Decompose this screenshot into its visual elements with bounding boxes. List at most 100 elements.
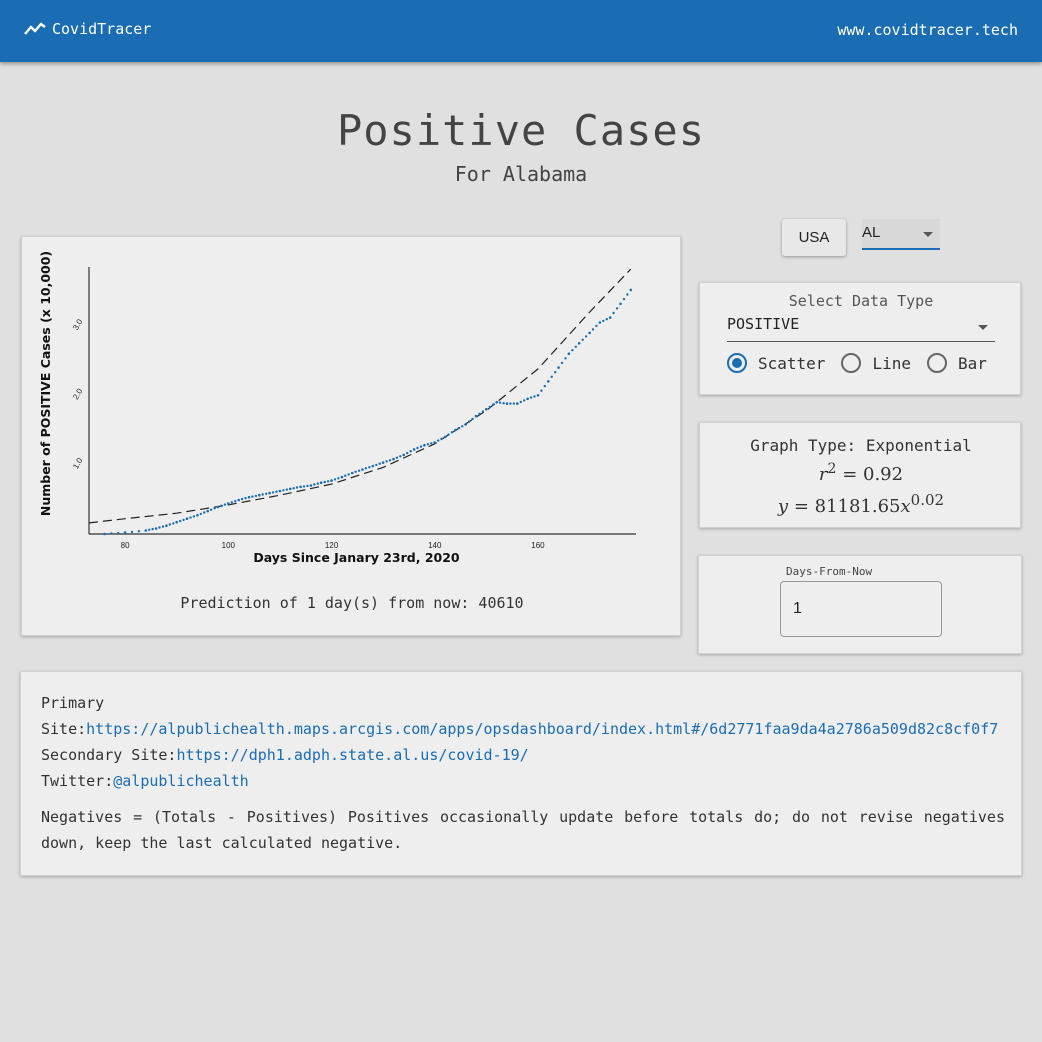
scatter-point — [220, 504, 223, 507]
negatives-note: Negatives = (Totals - Positives) Positiv… — [41, 808, 1005, 852]
scatter-point — [430, 442, 433, 445]
scatter-point — [381, 461, 385, 464]
scatter-point — [199, 512, 202, 516]
scatter-point — [529, 396, 533, 399]
scatter-point — [567, 352, 571, 355]
primary-site-link[interactable]: https://alpublichealth.maps.arcgis.com/a… — [86, 720, 999, 738]
state-select[interactable]: AL — [862, 219, 940, 250]
scatter-point — [209, 508, 213, 511]
scatter-point — [354, 470, 357, 473]
scatter-point — [492, 403, 495, 406]
scatter-point — [319, 481, 323, 484]
x-tick-label: 120 — [325, 541, 339, 550]
scatter-point — [179, 519, 182, 523]
r-squared: r2 = 0.92 — [818, 461, 904, 485]
scatter-point — [461, 425, 464, 428]
radio-scatter-indicator[interactable] — [727, 353, 747, 373]
scatter-point — [340, 475, 344, 479]
scatter-point — [148, 528, 151, 531]
scatter-point — [495, 400, 499, 404]
x-tick-label: 80 — [121, 541, 130, 550]
data-type-label: Select Data Type — [788, 292, 934, 310]
scatter-point — [289, 487, 292, 491]
scatter-point — [137, 530, 141, 533]
scatter-point — [364, 467, 368, 470]
scatter-point — [454, 428, 457, 432]
app-bar: CovidTracer www.covidtracer.tech — [0, 0, 1042, 62]
scatter-point — [402, 453, 406, 457]
site-link[interactable]: www.covidtracer.tech — [837, 21, 1018, 39]
scatter-point — [227, 502, 230, 505]
scatter-point — [619, 302, 622, 306]
chevron-down-icon — [923, 232, 933, 237]
radio-scatter[interactable]: Scatter — [727, 353, 825, 373]
scatter-point — [237, 498, 240, 502]
y-axis-label: Number of POSITIVE Cases (x 10,000) — [38, 251, 53, 516]
data-type-select[interactable]: POSITIVE — [727, 315, 995, 342]
state-select-value: AL — [862, 224, 881, 241]
info-card: Primary Site:https://alpublichealth.maps… — [20, 671, 1022, 876]
scatter-point — [185, 517, 189, 520]
scatter-point — [206, 509, 209, 513]
scatter-point — [368, 466, 371, 469]
scatter-point — [433, 441, 437, 444]
scatter-point — [203, 511, 206, 514]
scatter-point — [615, 307, 619, 310]
scatter-point — [509, 402, 512, 405]
scatter-point — [165, 524, 168, 527]
scatter-point — [168, 523, 171, 526]
scatter-point — [481, 410, 485, 413]
scatter-point — [265, 492, 268, 495]
scatter-point — [375, 463, 378, 467]
scatter-point — [598, 321, 602, 324]
scatter-point — [608, 316, 612, 319]
scatter-point — [350, 471, 354, 475]
data-type-card: Select Data Type POSITIVE Scatter Line B… — [699, 282, 1021, 395]
scatter-point — [526, 397, 529, 401]
scatter-point — [605, 318, 608, 321]
usa-button[interactable]: USA — [782, 219, 846, 256]
scatter-point — [564, 357, 567, 360]
scatter-point — [344, 474, 347, 477]
scatter-point — [182, 518, 185, 522]
scatter-point — [357, 469, 361, 472]
chevron-down-icon — [978, 325, 988, 330]
scatter-point — [299, 485, 302, 489]
scatter-point — [110, 532, 113, 535]
scatter-point — [533, 395, 536, 398]
scatter-point — [395, 456, 399, 459]
scatter-point — [471, 417, 474, 421]
primary-site-label: Primary Site: — [41, 694, 105, 738]
twitter-link[interactable]: @alpublichealth — [113, 772, 249, 790]
scatter-point — [385, 460, 388, 463]
scatter-point — [540, 389, 543, 392]
equation-exponent: 0.02 — [910, 491, 945, 509]
scatter-point — [234, 500, 237, 503]
scatter-point — [629, 288, 633, 292]
scatter-point — [554, 371, 557, 374]
secondary-site-line: Secondary Site:https://dph1.adph.state.a… — [41, 742, 1005, 768]
twitter-line: Twitter:@alpublichealth — [41, 768, 1005, 794]
radio-bar-indicator[interactable] — [926, 353, 947, 373]
radio-line[interactable]: Line — [841, 353, 911, 373]
trending-up-icon — [24, 22, 46, 35]
scatter-point — [103, 532, 106, 536]
info-text: Primary Site:https://alpublichealth.maps… — [41, 690, 1005, 856]
days-from-now-input[interactable] — [780, 581, 942, 637]
days-from-now-card: Days-From-Now — [698, 555, 1022, 654]
scatter-point — [244, 497, 247, 500]
secondary-site-link[interactable]: https://dph1.adph.state.al.us/covid-19/ — [176, 746, 529, 764]
scatter-point — [488, 405, 491, 409]
radio-line-indicator[interactable] — [841, 353, 862, 373]
scatter-point — [313, 483, 316, 486]
radio-line-label: Line — [872, 353, 911, 373]
brand-link[interactable]: CovidTracer — [24, 20, 151, 38]
scatter-point — [261, 493, 264, 496]
scatter-point — [292, 487, 295, 490]
radio-bar[interactable]: Bar — [926, 353, 987, 373]
scatter-point — [161, 525, 165, 528]
scatter-point — [271, 491, 275, 494]
scatter-point — [440, 437, 443, 440]
scatter-point — [388, 459, 392, 462]
scatter-point — [333, 478, 337, 481]
